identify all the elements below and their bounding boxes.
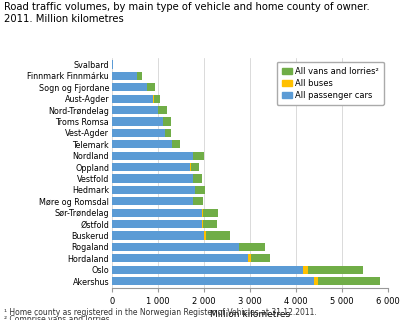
Bar — [112, 243, 238, 251]
Bar — [248, 254, 251, 262]
Bar — [202, 220, 203, 228]
Bar — [206, 231, 230, 240]
Legend: All vans and lorries², All buses, All passenger cars: All vans and lorries², All buses, All pa… — [277, 62, 384, 105]
Bar — [137, 72, 142, 80]
Bar — [193, 152, 204, 160]
Bar — [195, 186, 205, 194]
Bar — [194, 197, 203, 205]
Bar — [158, 106, 167, 114]
Bar — [240, 243, 265, 251]
Bar — [112, 72, 137, 80]
Bar — [154, 94, 160, 103]
Bar — [238, 243, 240, 251]
Bar — [112, 231, 204, 240]
Text: ² Comprise vans and lorries.: ² Comprise vans and lorries. — [4, 315, 112, 320]
Text: Road traffic volumes, by main type of vehicle and home county of owner.
2011. Mi: Road traffic volumes, by main type of ve… — [4, 2, 370, 24]
Bar — [146, 83, 147, 92]
Bar — [112, 209, 202, 217]
Bar — [165, 129, 171, 137]
Bar — [112, 106, 158, 114]
Bar — [112, 220, 202, 228]
Bar — [112, 277, 314, 285]
Bar — [112, 197, 192, 205]
Bar — [112, 117, 163, 125]
Bar — [112, 94, 154, 103]
X-axis label: Million kilometres: Million kilometres — [210, 310, 290, 319]
Bar — [112, 254, 248, 262]
Bar — [172, 140, 180, 148]
Bar — [112, 152, 192, 160]
Bar — [112, 163, 190, 171]
Bar — [163, 117, 171, 125]
Bar — [314, 277, 318, 285]
Bar — [112, 83, 146, 92]
Bar — [192, 197, 194, 205]
Bar — [193, 174, 202, 183]
Bar — [112, 60, 113, 68]
Bar — [112, 186, 195, 194]
Bar — [204, 231, 206, 240]
Bar — [192, 174, 193, 183]
Bar — [203, 209, 218, 217]
Text: ¹ Home county as registered in the Norwegian Register of Vehicles at 31.12.2011.: ¹ Home county as registered in the Norwe… — [4, 308, 317, 317]
Bar — [202, 209, 203, 217]
Bar — [190, 163, 191, 171]
Bar — [308, 266, 363, 274]
Bar — [303, 266, 308, 274]
Bar — [192, 152, 193, 160]
Bar — [112, 174, 192, 183]
Bar — [203, 220, 217, 228]
Bar — [251, 254, 270, 262]
Bar — [112, 266, 303, 274]
Bar — [191, 163, 199, 171]
Bar — [112, 129, 165, 137]
Bar — [147, 83, 155, 92]
Bar — [112, 140, 172, 148]
Bar — [318, 277, 380, 285]
